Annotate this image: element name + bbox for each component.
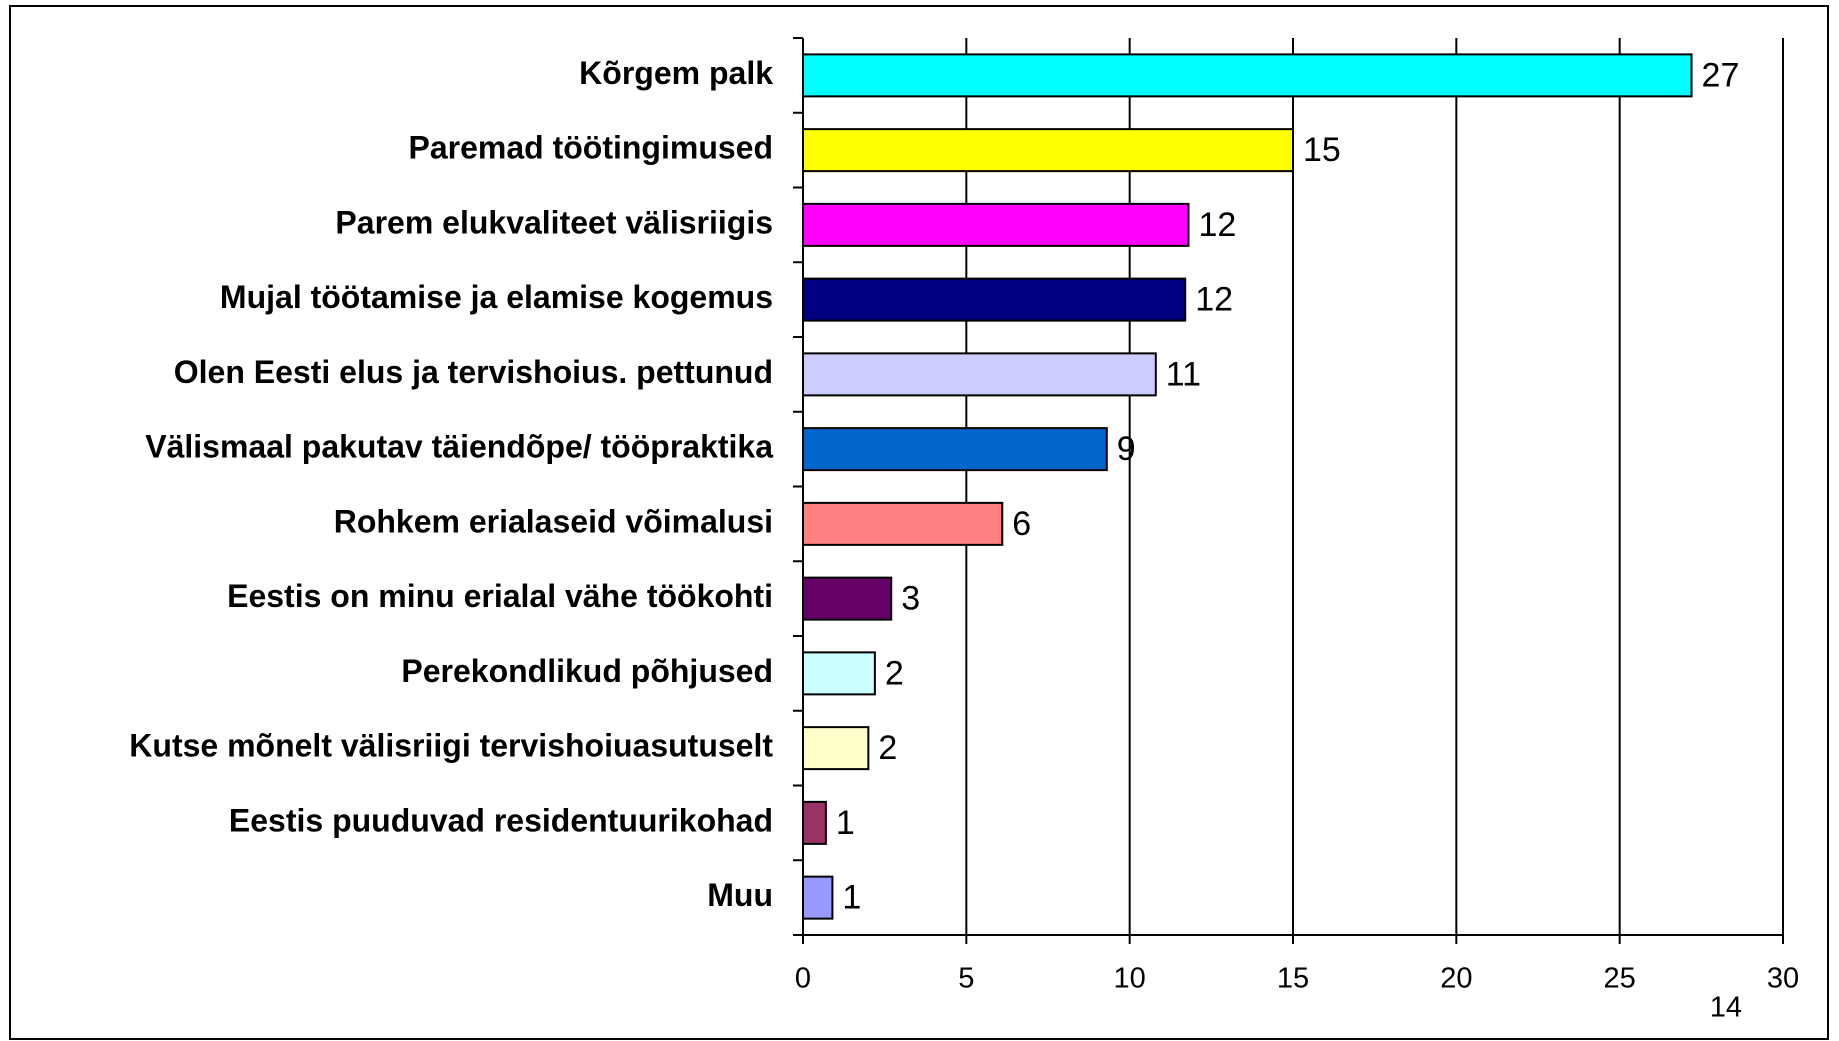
value-label: 2 [878, 729, 897, 767]
page-number: 14 [1710, 992, 1742, 1024]
category-label: Olen Eesti elus ja tervishoius. pettunud [174, 354, 773, 390]
bar [803, 578, 891, 620]
value-label: 15 [1303, 131, 1341, 169]
category-label: Perekondlikud põhjused [401, 653, 773, 689]
category-label: Rohkem erialaseid võimalusi [334, 503, 773, 539]
x-tick-label: 0 [795, 963, 811, 995]
chart: 14 0 5 10 15 20 25 30 Kõrgem palk 27 Paremad tööt… [0, 0, 1839, 1041]
category-label: Kõrgem palk [579, 55, 773, 91]
value-label: 2 [885, 654, 904, 692]
value-label: 12 [1195, 281, 1233, 319]
value-label: 9 [1117, 430, 1136, 468]
bar [803, 877, 832, 919]
value-label: 1 [836, 804, 855, 842]
category-label: Eestis puuduvad residentuurikohad [229, 802, 773, 838]
bar [803, 204, 1188, 246]
value-label: 12 [1198, 206, 1236, 244]
x-tick-label: 10 [1114, 963, 1146, 995]
category-label: Parem elukvaliteet välisriigis [335, 204, 773, 240]
category-label: Eestis on minu erialal vähe töökohti [227, 578, 773, 614]
value-label: 27 [1702, 56, 1740, 94]
value-label: 1 [842, 879, 861, 917]
bar [803, 353, 1156, 395]
bar [803, 129, 1293, 171]
bar [803, 503, 1002, 545]
category-label: Muu [707, 877, 773, 913]
bar [803, 428, 1107, 470]
x-tick-label: 15 [1277, 963, 1309, 995]
x-tick-label: 25 [1604, 963, 1636, 995]
category-label: Välismaal pakutav täiendõpe/ tööpraktika [145, 429, 773, 465]
bar [803, 802, 826, 844]
bar [803, 279, 1185, 321]
category-label: Paremad töötingimused [409, 130, 774, 166]
value-label: 3 [901, 580, 920, 618]
x-tick-label: 20 [1440, 963, 1472, 995]
bar [803, 727, 868, 769]
page: 14 0 5 10 15 20 25 30 Kõrgem palk 27 Paremad tööt… [0, 0, 1839, 1041]
category-label: Kutse mõnelt välisriigi tervishoiuasutus… [129, 728, 773, 764]
bar [803, 652, 875, 694]
x-tick-label: 30 [1767, 963, 1799, 995]
category-label: Mujal töötamise ja elamise kogemus [220, 279, 773, 315]
value-label: 11 [1166, 355, 1201, 393]
value-label: 6 [1012, 505, 1031, 543]
bar [803, 54, 1692, 96]
x-tick-label: 5 [958, 963, 974, 995]
